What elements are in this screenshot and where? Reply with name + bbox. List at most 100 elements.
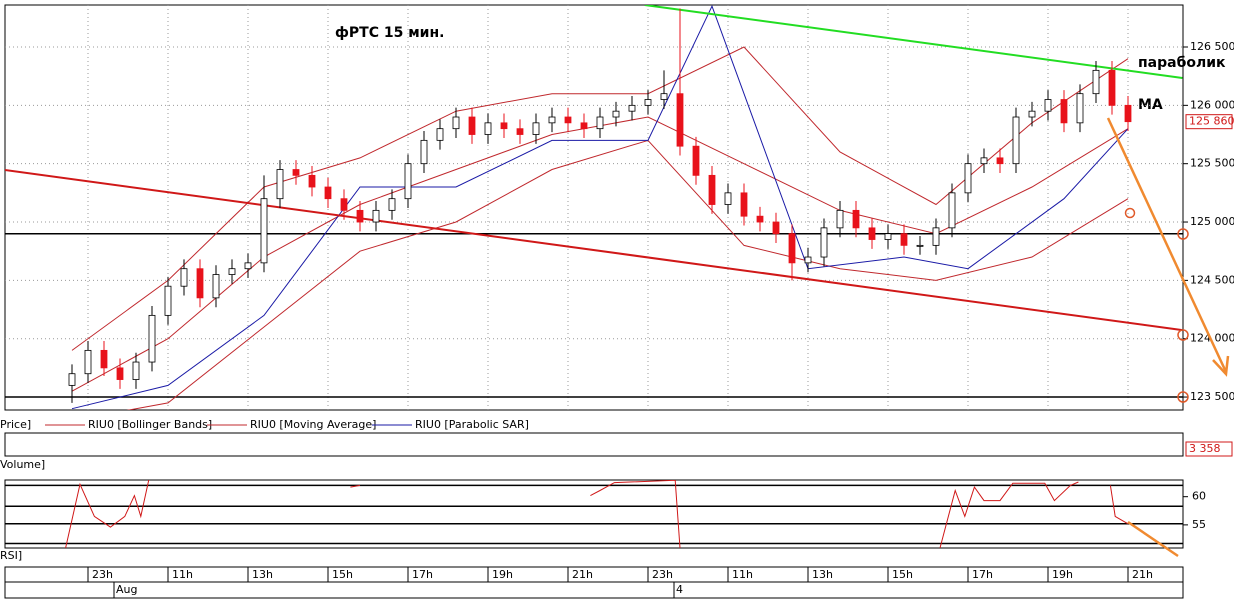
candle-body	[820, 227, 828, 258]
legend-entry: RIU0 [Moving Average]	[250, 418, 376, 431]
candle-body	[596, 116, 604, 130]
candle-body	[292, 169, 300, 176]
candle-body	[836, 209, 844, 229]
rsi-tick-label: 55	[1192, 518, 1206, 531]
candle-body	[756, 215, 764, 223]
candle-body	[196, 268, 204, 299]
candle-body	[548, 116, 556, 124]
candle-body	[324, 186, 332, 200]
candle-body	[212, 274, 220, 299]
candle-body	[980, 157, 988, 165]
candle-body	[932, 227, 940, 246]
candle-body	[916, 244, 924, 247]
candle-body	[900, 233, 908, 246]
candle-body	[948, 192, 956, 229]
candle-body	[612, 110, 620, 118]
annotation: параболик	[1138, 55, 1226, 71]
candle-body	[500, 122, 508, 130]
x-tick-label: 13h	[252, 568, 273, 581]
y-tick-label: 125 500	[1190, 157, 1234, 170]
candle-body	[388, 198, 396, 211]
candle-body	[276, 169, 284, 200]
candle-body	[964, 163, 972, 194]
x-tick-label: 17h	[412, 568, 433, 581]
circle-marker	[1124, 207, 1136, 219]
candle-body	[372, 209, 380, 223]
candle-body	[164, 285, 172, 316]
y-tick-label: 123 500	[1190, 390, 1234, 403]
candle-body	[1044, 99, 1052, 112]
circle-markers	[1124, 207, 1189, 403]
candle-body	[148, 314, 156, 363]
candle-body	[740, 192, 748, 217]
arrow	[1106, 117, 1228, 373]
candle-body	[1060, 99, 1068, 124]
volume-panel	[4, 432, 1184, 457]
candle-body	[84, 349, 92, 375]
candle-body	[1108, 69, 1116, 106]
candle-body	[116, 367, 124, 380]
panel-title: RSI]	[0, 549, 22, 562]
candle-body	[660, 93, 668, 100]
candle-body	[884, 233, 892, 240]
candle-body	[340, 198, 348, 211]
candle-body	[420, 139, 428, 165]
candle-body	[852, 209, 860, 229]
date-label: 4	[676, 583, 683, 596]
circle-marker	[1177, 329, 1189, 341]
candle-body	[868, 227, 876, 240]
candle-body	[468, 116, 476, 135]
candle-body	[724, 192, 732, 205]
candle-body	[772, 221, 780, 235]
candle-body	[676, 93, 684, 147]
candle-body	[484, 122, 492, 135]
rsi-line	[65, 480, 1129, 548]
arrow-head	[1212, 355, 1230, 377]
date-label: Aug	[116, 583, 137, 596]
x-tick-label: 23h	[92, 568, 113, 581]
arrow	[1127, 520, 1179, 558]
panel-title: Volume]	[0, 458, 45, 471]
y-tick-label: 124 000	[1190, 332, 1234, 345]
circle-marker	[1177, 228, 1189, 240]
arrows	[1106, 117, 1230, 558]
date-axis	[4, 581, 1184, 599]
candle-body	[516, 128, 524, 135]
trendline	[5, 169, 1183, 332]
candle-body	[260, 198, 268, 264]
legend-entry: RIU0 [Parabolic SAR]	[415, 418, 529, 431]
candle-body	[244, 262, 252, 270]
y-tick-label: 124 500	[1190, 273, 1234, 286]
candle-body	[100, 349, 108, 369]
candle-body	[628, 104, 636, 112]
rsi-tick-label: 60	[1192, 490, 1206, 503]
x-tick-label: 21h	[572, 568, 593, 581]
x-tick-label: 15h	[892, 568, 913, 581]
candle-body	[580, 122, 588, 130]
candle-body	[404, 163, 412, 200]
last-price-box	[1185, 114, 1233, 130]
candle-body	[68, 373, 76, 386]
legend-entry: RIU0 [Bollinger Bands]	[88, 418, 212, 431]
candle-body	[788, 233, 796, 264]
x-tick-label: 13h	[812, 568, 833, 581]
x-tick-label: 17h	[972, 568, 993, 581]
x-tick-label: 21h	[1132, 568, 1153, 581]
circle-marker	[1177, 391, 1189, 403]
y-tick-label: 126 500	[1190, 40, 1234, 53]
candle-body	[996, 157, 1004, 165]
candle-body	[452, 116, 460, 130]
parabolic-sar	[71, 5, 1129, 410]
x-tick-label: 15h	[332, 568, 353, 581]
x-tick-label: 11h	[732, 568, 753, 581]
volume-last-box	[1185, 441, 1233, 457]
legend-entry: Price]	[0, 418, 31, 431]
candle-body	[644, 99, 652, 106]
bollinger-lower	[126, 139, 1129, 410]
price-panel	[4, 4, 1184, 411]
annotation: MA	[1138, 97, 1163, 113]
x-tick-label: 19h	[492, 568, 513, 581]
candle-body	[356, 209, 364, 223]
